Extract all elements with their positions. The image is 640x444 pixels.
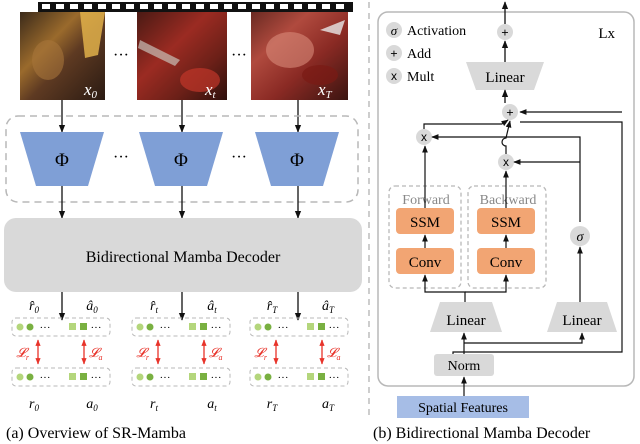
backward-box [467, 185, 547, 289]
svg-text:𝓛r: 𝓛r [254, 345, 267, 362]
frame-T [251, 12, 348, 100]
svg-text:at: at [207, 397, 217, 413]
svg-text:x: x [391, 69, 397, 83]
caption-b: (b) Bidirectional Mamba Decoder [373, 425, 591, 442]
svg-text:x: x [503, 155, 509, 169]
add-node-middle: + [502, 104, 518, 120]
frame-label-T: xT [317, 80, 333, 101]
svg-text:SSM: SSM [410, 215, 440, 231]
svg-text:···: ··· [91, 322, 102, 334]
encoder-t: Φ [139, 132, 223, 186]
output-group-0: r̂0 â0 ··· ··· ··· ··· 𝓛r 𝓛a r0 a0 [11, 299, 111, 413]
encoder-ellipsis-1: ··· [113, 149, 129, 166]
conv-forward: Conv [396, 248, 454, 274]
backward-label: Backward [480, 193, 537, 208]
svg-text:···: ··· [160, 372, 171, 384]
linear-left: Linear [430, 302, 502, 332]
svg-text:Activation: Activation [407, 24, 466, 39]
svg-text:Conv: Conv [409, 255, 442, 271]
linear-right: Linear [547, 302, 617, 332]
frame-label-t: xt [204, 80, 217, 101]
output-group-t: r̂t ât ··· ··· ··· ··· 𝓛r 𝓛a rt at [131, 299, 231, 413]
svg-text:rt: rt [150, 397, 158, 413]
film-strip [38, 2, 353, 12]
encoder-T: Φ [255, 132, 339, 186]
ssm-backward: SSM [477, 208, 535, 234]
svg-text:Linear: Linear [562, 313, 601, 329]
svg-text:Linear: Linear [485, 70, 524, 86]
forward-label: Forward [402, 193, 449, 208]
svg-text:SSM: SSM [491, 215, 521, 231]
svg-text:···: ··· [278, 372, 289, 384]
sigma-node: σ [570, 226, 590, 246]
svg-text:Spatial Features: Spatial Features [418, 401, 508, 416]
frame-label-0: x0 [83, 80, 98, 101]
encoder-0: Φ [20, 132, 104, 186]
svg-text:Mult: Mult [407, 70, 434, 85]
ssm-forward: SSM [396, 208, 454, 234]
svg-text:σ: σ [577, 230, 585, 245]
svg-text:â0: â0 [86, 299, 98, 315]
svg-text:Φ: Φ [174, 150, 188, 171]
svg-text:···: ··· [40, 322, 51, 334]
conv-backward: Conv [477, 248, 535, 274]
svg-text:σ: σ [391, 23, 398, 38]
svg-text:Φ: Φ [55, 150, 69, 171]
svg-text:···: ··· [211, 322, 222, 334]
output-group-T: r̂T âT ··· ··· ··· ··· 𝓛r 𝓛a rT aT [249, 299, 349, 413]
svg-text:Norm: Norm [448, 359, 481, 374]
frames-ellipsis-1: ··· [113, 47, 129, 64]
add-node-top: + [497, 24, 513, 40]
svg-text:r̂t: r̂t [150, 299, 158, 315]
svg-text:···: ··· [329, 322, 340, 334]
linear-top: Linear [466, 62, 544, 90]
svg-text:Linear: Linear [446, 313, 485, 329]
svg-text:𝓛a: 𝓛a [327, 345, 340, 362]
svg-text:Φ: Φ [290, 150, 304, 171]
mult-node-left: x [416, 129, 432, 145]
caption-a: (a) Overview of SR-Mamba [6, 425, 186, 442]
svg-text:Add: Add [407, 47, 431, 62]
norm-block: Norm [434, 354, 494, 376]
legend: σ Activation + Add x Mult [386, 22, 466, 85]
svg-text:···: ··· [40, 372, 51, 384]
frame-t [137, 12, 227, 100]
svg-text:𝓛r: 𝓛r [16, 345, 29, 362]
encoder-ellipsis-2: ··· [231, 149, 247, 166]
svg-text:···: ··· [329, 372, 340, 384]
decoder-label: Bidirectional Mamba Decoder [86, 249, 281, 266]
svg-text:a0: a0 [86, 397, 98, 413]
svg-text:𝓛a: 𝓛a [209, 345, 222, 362]
svg-text:𝓛r: 𝓛r [136, 345, 149, 362]
repeat-label: Lx [598, 26, 615, 42]
svg-text:+: + [501, 25, 508, 40]
svg-text:x: x [421, 130, 427, 144]
svg-text:r0: r0 [29, 397, 39, 413]
frames-ellipsis-2: ··· [231, 47, 247, 64]
svg-text:r̂0: r̂0 [29, 299, 39, 315]
svg-text:𝓛a: 𝓛a [89, 345, 102, 362]
svg-text:âT: âT [322, 299, 335, 315]
svg-text:···: ··· [91, 372, 102, 384]
svg-text:Conv: Conv [490, 255, 523, 271]
svg-text:r̂T: r̂T [267, 299, 278, 315]
svg-text:+: + [390, 46, 397, 61]
svg-text:rT: rT [267, 397, 278, 413]
mult-node-right: x [498, 154, 514, 170]
svg-text:ât: ât [207, 299, 217, 315]
svg-text:aT: aT [322, 397, 335, 413]
spatial-features-input: Spatial Features [397, 396, 529, 418]
svg-text:···: ··· [211, 372, 222, 384]
lx-layer-box [377, 11, 635, 387]
svg-text:···: ··· [160, 322, 171, 334]
svg-text:+: + [506, 105, 513, 120]
mamba-decoder-block: Bidirectional Mamba Decoder [4, 218, 362, 292]
frame-0 [20, 12, 105, 100]
svg-text:···: ··· [278, 322, 289, 334]
